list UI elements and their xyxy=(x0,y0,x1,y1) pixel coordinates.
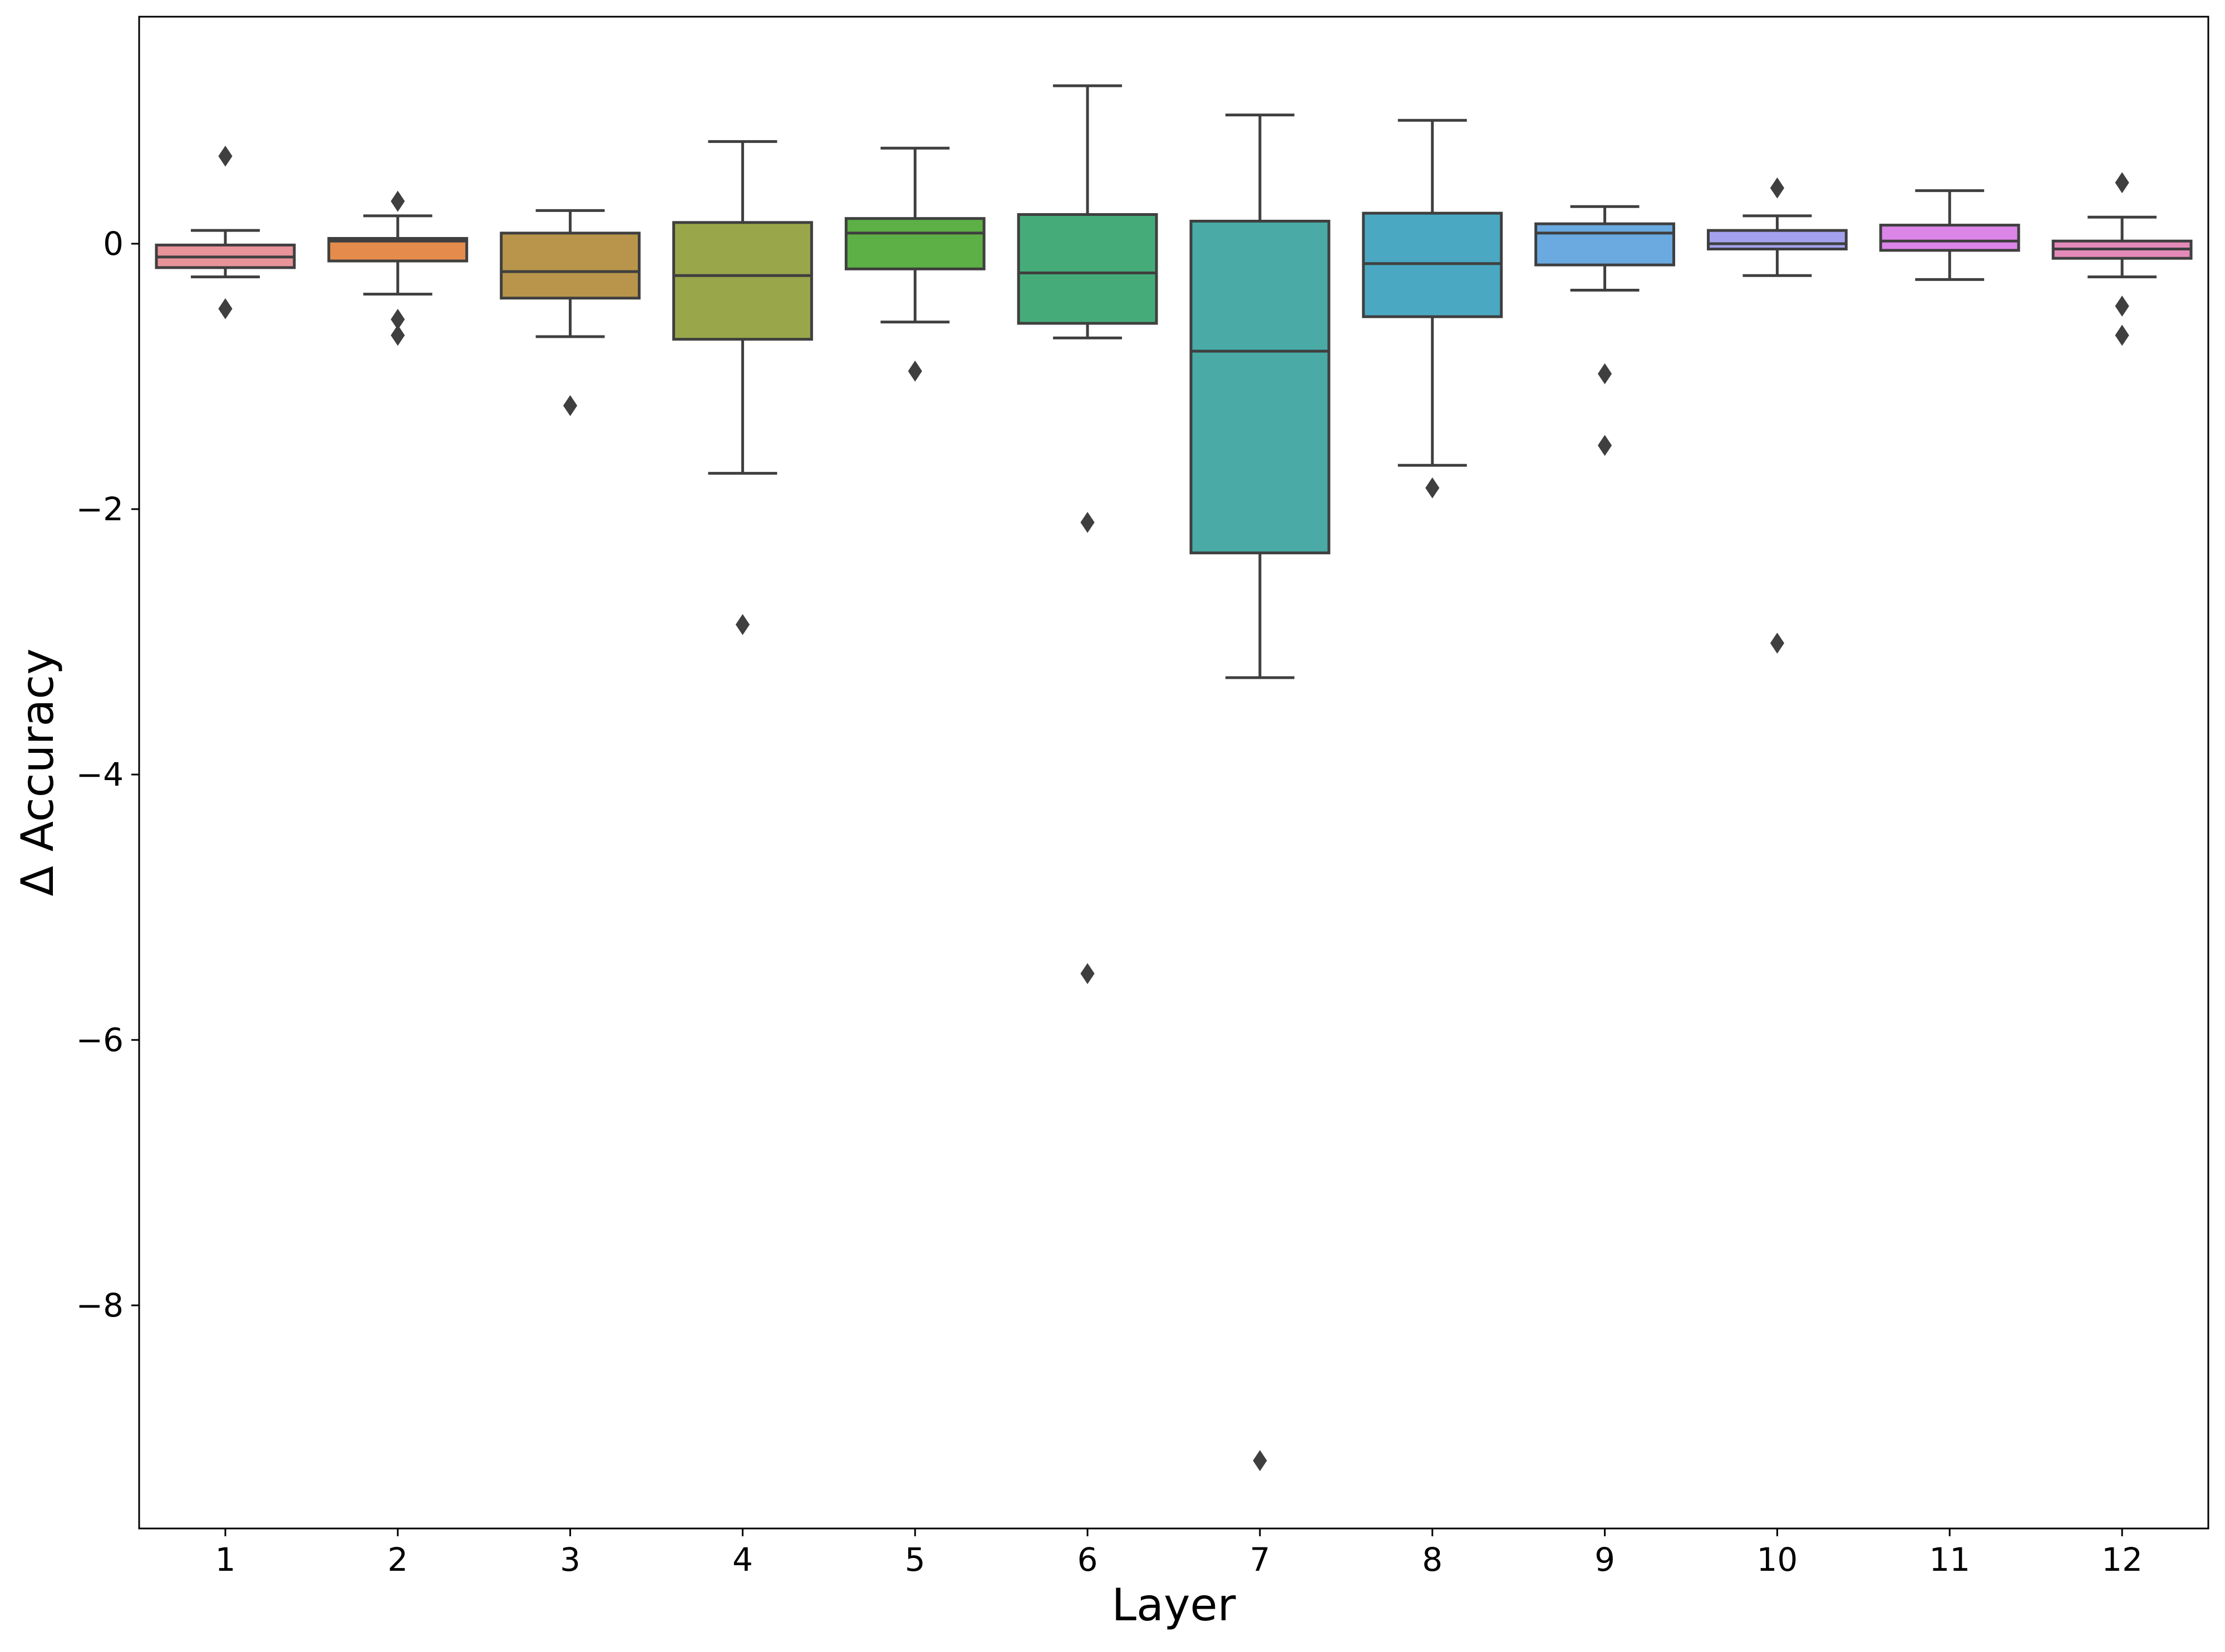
outlier-marker xyxy=(2115,324,2129,346)
y-tick-label: −2 xyxy=(76,490,124,528)
boxes-layer xyxy=(155,84,2193,1471)
outlier-marker xyxy=(2115,172,2129,194)
x-tick-label: 3 xyxy=(560,1541,580,1579)
box-iqr xyxy=(1879,224,2020,252)
box-group-layer-4 xyxy=(672,140,813,635)
outlier-marker xyxy=(908,361,922,382)
y-axis-label: Δ Accuracy xyxy=(12,648,63,896)
outlier-marker xyxy=(1770,177,1785,199)
box-group-layer-3 xyxy=(500,209,641,416)
x-tick-label: 5 xyxy=(905,1541,926,1579)
outlier-marker xyxy=(391,324,405,346)
box-group-layer-6 xyxy=(1017,84,1158,984)
outlier-marker xyxy=(1080,963,1095,984)
box-group-layer-11 xyxy=(1879,189,2020,281)
box-group-layer-9 xyxy=(1534,205,1676,456)
x-tick-label: 12 xyxy=(2101,1541,2143,1579)
box-iqr xyxy=(500,231,641,300)
box-group-layer-1 xyxy=(155,145,296,319)
outlier-marker xyxy=(1597,435,1612,456)
box-group-layer-10 xyxy=(1706,177,1848,654)
y-tick-label: 0 xyxy=(103,225,124,263)
box-group-layer-8 xyxy=(1362,119,1503,499)
box-group-layer-2 xyxy=(327,190,469,346)
outlier-marker xyxy=(2115,295,2129,317)
x-tick-label: 8 xyxy=(1422,1541,1443,1579)
box-group-layer-5 xyxy=(844,146,986,382)
plot-frame xyxy=(138,16,2209,1530)
box-group-layer-7 xyxy=(1189,114,1331,1471)
outlier-marker xyxy=(735,614,750,635)
outlier-marker xyxy=(563,395,578,416)
box-group-layer-12 xyxy=(2051,172,2193,346)
outlier-marker xyxy=(1597,363,1612,384)
box-iqr xyxy=(1534,222,1676,267)
x-tick-label: 9 xyxy=(1594,1541,1615,1579)
y-axis: 0 −2 −4 −6 −8 xyxy=(76,225,139,1324)
x-axis: 1 2 3 4 5 6 7 8 9 10 11 12 xyxy=(215,1528,2143,1579)
x-tick-label: 1 xyxy=(215,1541,235,1579)
box-iqr xyxy=(1706,229,1848,251)
y-tick-label: −6 xyxy=(76,1021,124,1059)
x-tick-label: 2 xyxy=(387,1541,408,1579)
outlier-marker xyxy=(218,145,233,167)
y-tick-label: −8 xyxy=(76,1286,124,1324)
outlier-marker xyxy=(1425,477,1440,499)
box-iqr xyxy=(1017,213,1158,325)
outlier-marker xyxy=(391,190,405,212)
outlier-marker xyxy=(1080,511,1095,533)
x-tick-label: 11 xyxy=(1929,1541,1970,1579)
y-tick-label: −4 xyxy=(76,756,124,793)
box-iqr xyxy=(844,217,986,270)
box-iqr xyxy=(672,221,813,341)
x-tick-label: 10 xyxy=(1757,1541,1798,1579)
x-axis-label: Layer xyxy=(1111,1579,1235,1631)
x-tick-label: 7 xyxy=(1249,1541,1270,1579)
box-iqr xyxy=(1189,219,1331,555)
outlier-marker xyxy=(1253,1450,1267,1471)
x-tick-label: 4 xyxy=(732,1541,753,1579)
x-tick-label: 6 xyxy=(1077,1541,1098,1579)
outlier-marker xyxy=(218,298,233,319)
outlier-marker xyxy=(1770,632,1785,654)
